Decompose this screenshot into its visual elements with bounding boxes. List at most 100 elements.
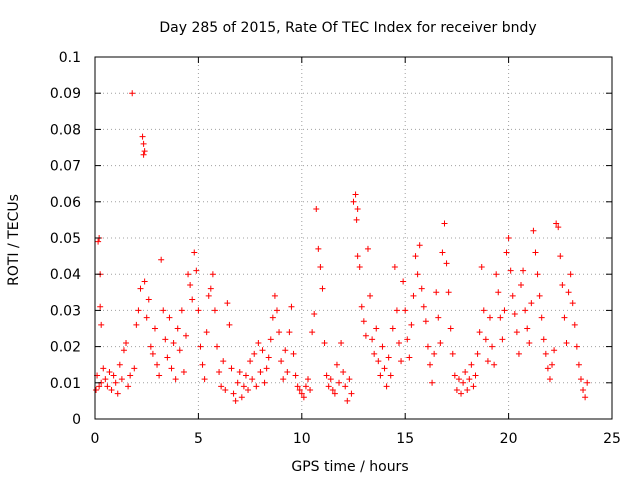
data-point	[377, 372, 384, 379]
data-point	[491, 361, 498, 368]
data-point	[441, 220, 448, 227]
data-point	[505, 235, 512, 241]
data-point	[375, 358, 382, 365]
data-point	[362, 332, 369, 339]
data-point	[371, 350, 378, 357]
data-point	[356, 263, 363, 270]
data-point	[360, 318, 367, 325]
data-point	[453, 387, 460, 394]
data-point	[350, 198, 357, 205]
data-point	[307, 387, 314, 394]
data-point	[145, 296, 152, 303]
data-point	[311, 311, 318, 318]
data-point	[518, 282, 525, 289]
data-point	[323, 372, 330, 379]
data-point	[439, 249, 446, 256]
x-tick-label: 25	[603, 431, 621, 447]
data-point	[555, 224, 562, 231]
data-point	[575, 361, 582, 368]
data-point	[296, 387, 303, 394]
data-point	[93, 387, 100, 394]
x-tick-label: 0	[91, 431, 100, 447]
data-point	[507, 267, 514, 274]
y-tick-label: 0	[72, 412, 81, 428]
data-point	[364, 245, 371, 252]
data-point	[493, 271, 500, 278]
data-point	[474, 350, 481, 357]
data-point	[172, 376, 179, 383]
data-point	[230, 390, 237, 397]
data-point	[147, 343, 154, 350]
data-point	[168, 365, 175, 372]
y-tick-label: 0.02	[50, 340, 81, 356]
data-point	[431, 350, 438, 357]
data-point	[158, 256, 165, 263]
data-point	[584, 379, 591, 386]
data-point	[191, 249, 198, 256]
y-tick-labels: 0 0.01 0.02 0.03 0.04 0.05 0.06 0.07 0.08 0.09 0.1	[50, 50, 81, 428]
data-point	[129, 90, 136, 97]
data-point	[470, 383, 477, 390]
data-point	[178, 307, 185, 314]
data-point	[520, 267, 527, 274]
data-point	[544, 365, 551, 372]
data-point	[228, 365, 235, 372]
data-point	[540, 336, 547, 343]
data-point	[232, 397, 239, 404]
data-point	[135, 307, 142, 314]
data-point	[420, 303, 427, 310]
data-point	[137, 285, 144, 292]
y-tick-label: 0.05	[50, 231, 81, 247]
data-point	[131, 365, 138, 372]
data-point	[460, 379, 467, 386]
data-point	[123, 339, 130, 346]
data-point	[536, 292, 543, 299]
x-tick-label: 15	[396, 431, 414, 447]
data-point	[288, 303, 295, 310]
data-point	[582, 394, 589, 401]
data-point	[412, 253, 419, 260]
data-point	[503, 249, 510, 256]
data-point	[216, 368, 223, 375]
data-point	[532, 249, 539, 256]
data-point	[110, 372, 117, 379]
data-point	[462, 368, 469, 375]
data-point	[209, 271, 216, 278]
axis-ticks	[94, 56, 613, 420]
data-point	[393, 307, 400, 314]
y-axis-title: ROTI / TECUs	[6, 194, 22, 286]
data-point	[509, 292, 516, 299]
data-point	[174, 325, 181, 332]
y-tick-label: 0.06	[50, 195, 81, 211]
y-tick-label: 0.1	[59, 50, 81, 66]
data-point	[313, 206, 320, 213]
data-point	[416, 242, 423, 249]
chart-title: Day 285 of 2015, Rate Of TEC Index for r…	[159, 20, 536, 36]
data-point	[538, 314, 545, 321]
data-point	[418, 285, 425, 292]
data-point	[133, 321, 140, 328]
data-point	[234, 379, 241, 386]
data-point	[515, 350, 522, 357]
data-point	[571, 321, 578, 328]
data-point	[193, 267, 200, 274]
data-point	[319, 285, 326, 292]
data-point	[354, 206, 361, 213]
data-point	[563, 339, 570, 346]
data-point	[369, 336, 376, 343]
data-point	[195, 307, 202, 314]
data-point	[346, 376, 353, 383]
data-point	[383, 383, 390, 390]
data-point	[486, 314, 493, 321]
data-point	[528, 300, 535, 307]
data-point	[156, 372, 163, 379]
data-point	[408, 321, 415, 328]
data-point	[104, 383, 111, 390]
data-point	[561, 314, 568, 321]
data-point	[102, 376, 109, 383]
data-point	[176, 347, 183, 354]
data-point	[557, 253, 564, 260]
data-point	[340, 368, 347, 375]
data-point	[501, 307, 508, 314]
data-point	[253, 383, 260, 390]
